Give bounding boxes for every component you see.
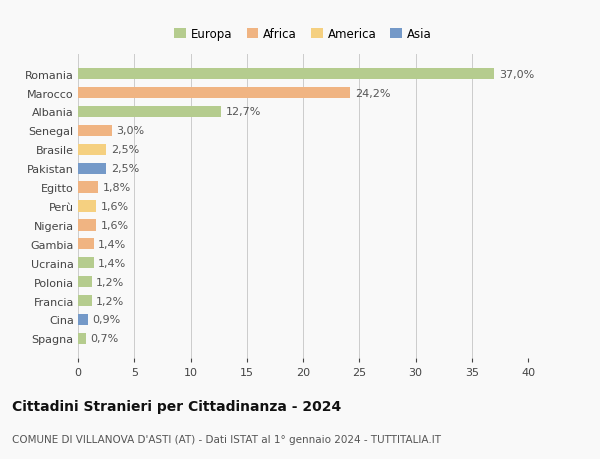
Text: COMUNE DI VILLANOVA D'ASTI (AT) - Dati ISTAT al 1° gennaio 2024 - TUTTITALIA.IT: COMUNE DI VILLANOVA D'ASTI (AT) - Dati I… — [12, 434, 441, 444]
Text: Cittadini Stranieri per Cittadinanza - 2024: Cittadini Stranieri per Cittadinanza - 2… — [12, 399, 341, 413]
Bar — [78, 201, 96, 212]
Text: 1,2%: 1,2% — [96, 296, 124, 306]
Bar — [78, 333, 86, 344]
Text: 1,4%: 1,4% — [98, 258, 127, 268]
Text: 0,9%: 0,9% — [92, 315, 121, 325]
Bar — [78, 257, 94, 269]
Bar — [78, 125, 112, 137]
Bar — [78, 69, 494, 80]
Text: 37,0%: 37,0% — [499, 69, 534, 79]
Bar — [78, 182, 98, 193]
Bar — [78, 295, 91, 307]
Bar — [78, 144, 106, 156]
Bar — [78, 163, 106, 174]
Text: 1,6%: 1,6% — [101, 220, 128, 230]
Text: 3,0%: 3,0% — [116, 126, 145, 136]
Text: 1,4%: 1,4% — [98, 239, 127, 249]
Text: 1,2%: 1,2% — [96, 277, 124, 287]
Text: 1,6%: 1,6% — [101, 202, 128, 212]
Text: 1,8%: 1,8% — [103, 183, 131, 193]
Bar — [78, 276, 91, 288]
Text: 24,2%: 24,2% — [355, 89, 390, 98]
Bar — [78, 239, 94, 250]
Bar — [78, 220, 96, 231]
Text: 12,7%: 12,7% — [226, 107, 261, 117]
Bar — [78, 88, 350, 99]
Text: 2,5%: 2,5% — [110, 164, 139, 174]
Text: 2,5%: 2,5% — [110, 145, 139, 155]
Text: 0,7%: 0,7% — [91, 334, 119, 344]
Bar — [78, 106, 221, 118]
Bar — [78, 314, 88, 325]
Legend: Europa, Africa, America, Asia: Europa, Africa, America, Asia — [172, 25, 434, 43]
